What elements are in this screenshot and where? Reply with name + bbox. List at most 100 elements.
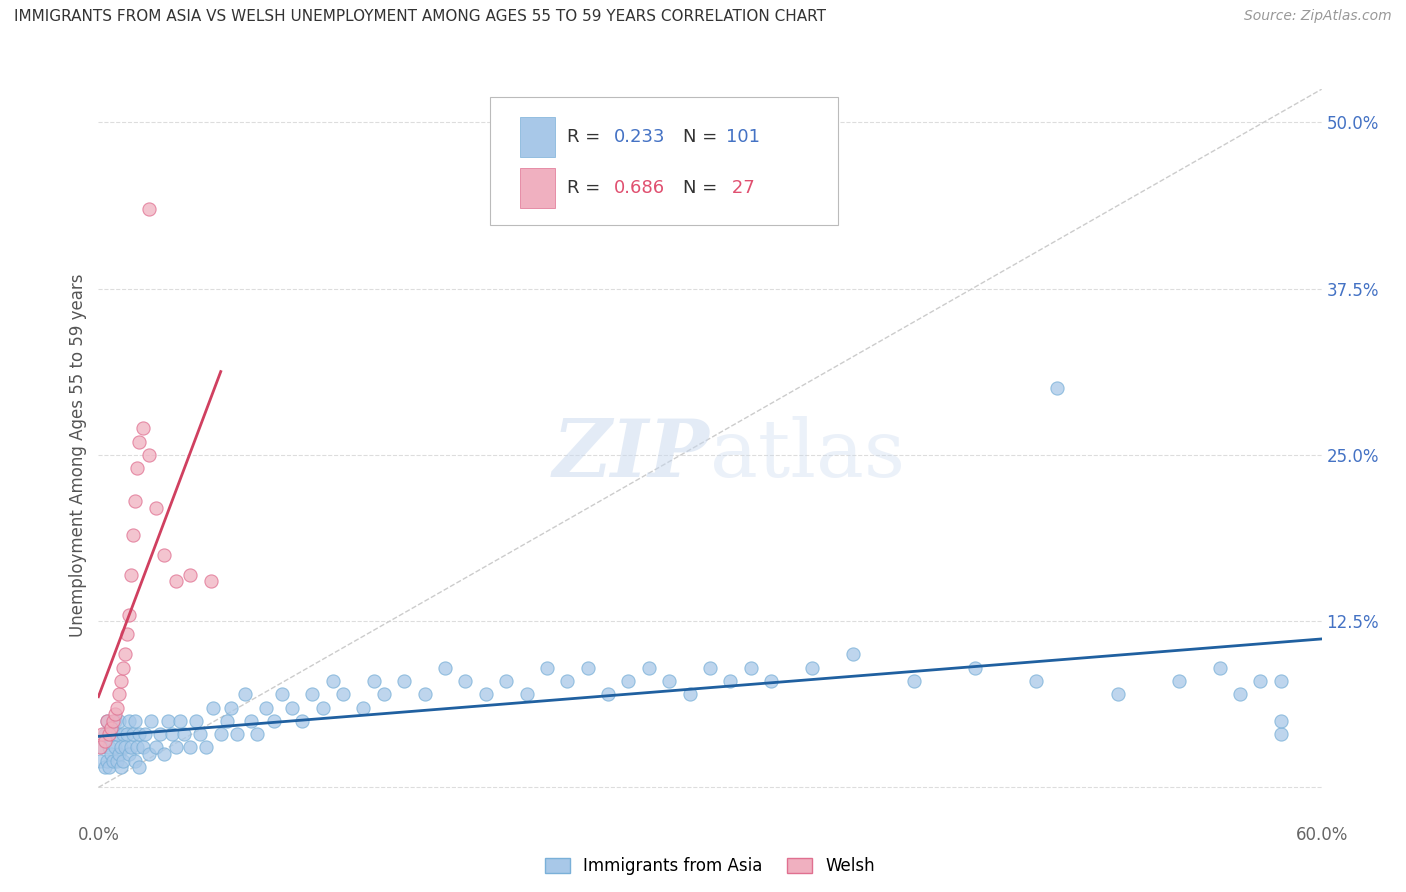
- Point: [120, 740, 142, 755]
- Point: [120, 567, 142, 582]
- Point: [454, 673, 477, 688]
- Point: [301, 687, 323, 701]
- Point: [965, 661, 987, 675]
- Point: [761, 673, 783, 688]
- Point: [195, 740, 218, 755]
- Point: [97, 727, 120, 741]
- Point: [392, 673, 416, 688]
- Point: [138, 202, 160, 216]
- Point: [115, 627, 138, 641]
- Point: [434, 661, 457, 675]
- Point: [93, 727, 115, 741]
- Point: [617, 673, 640, 688]
- Point: [96, 754, 118, 768]
- Point: [1025, 673, 1047, 688]
- Point: [270, 687, 294, 701]
- Point: [152, 548, 174, 562]
- Point: [679, 687, 702, 701]
- Point: [128, 727, 150, 741]
- Point: [801, 661, 824, 675]
- Point: [104, 740, 127, 755]
- Point: [188, 727, 212, 741]
- Text: 27: 27: [725, 179, 755, 197]
- Point: [352, 700, 374, 714]
- Point: [97, 760, 120, 774]
- Point: [134, 727, 156, 741]
- Point: [240, 714, 263, 728]
- Point: [114, 740, 136, 755]
- Point: [111, 754, 134, 768]
- Text: R =: R =: [567, 179, 606, 197]
- Point: [111, 727, 134, 741]
- Point: [254, 700, 277, 714]
- Point: [200, 574, 222, 589]
- Point: [1045, 381, 1069, 395]
- Y-axis label: Unemployment Among Ages 55 to 59 years: Unemployment Among Ages 55 to 59 years: [69, 273, 87, 637]
- Point: [110, 740, 132, 755]
- Text: atlas: atlas: [710, 416, 905, 494]
- Point: [104, 714, 127, 728]
- Point: [128, 434, 150, 449]
- Point: [127, 461, 149, 475]
- Point: [1270, 714, 1292, 728]
- Point: [263, 714, 285, 728]
- Point: [93, 734, 115, 748]
- Point: [91, 727, 114, 741]
- Bar: [520, 168, 555, 208]
- Point: [598, 687, 620, 701]
- Point: [132, 740, 155, 755]
- Point: [145, 501, 167, 516]
- Point: [156, 714, 179, 728]
- Point: [1107, 687, 1129, 701]
- Point: [516, 687, 538, 701]
- Point: [97, 740, 120, 755]
- Point: [91, 740, 114, 755]
- Text: 101: 101: [725, 128, 759, 145]
- Point: [165, 574, 187, 589]
- Text: Source: ZipAtlas.com: Source: ZipAtlas.com: [1244, 9, 1392, 23]
- Text: 0.686: 0.686: [613, 179, 665, 197]
- Point: [246, 727, 269, 741]
- Text: N =: N =: [683, 179, 723, 197]
- Point: [101, 714, 124, 728]
- Point: [699, 661, 721, 675]
- Point: [138, 747, 160, 761]
- Point: [101, 754, 124, 768]
- Point: [186, 714, 208, 728]
- Point: [141, 714, 163, 728]
- Point: [108, 687, 131, 701]
- Point: [1270, 727, 1292, 741]
- Point: [637, 661, 661, 675]
- Point: [1167, 673, 1189, 688]
- Point: [152, 747, 174, 761]
- Point: [841, 648, 863, 662]
- Point: [373, 687, 395, 701]
- Point: [127, 740, 149, 755]
- Point: [215, 714, 238, 728]
- Legend: Immigrants from Asia, Welsh: Immigrants from Asia, Welsh: [538, 850, 882, 882]
- Point: [118, 607, 141, 622]
- Point: [495, 673, 517, 688]
- Point: [132, 421, 155, 435]
- Point: [413, 687, 436, 701]
- Point: [291, 714, 314, 728]
- Point: [201, 700, 224, 714]
- Point: [105, 727, 128, 741]
- Point: [115, 727, 138, 741]
- Point: [110, 760, 132, 774]
- Point: [114, 648, 136, 662]
- Point: [105, 700, 128, 714]
- Point: [108, 714, 131, 728]
- Point: [118, 747, 141, 761]
- Point: [138, 448, 160, 462]
- Text: IMMIGRANTS FROM ASIA VS WELSH UNEMPLOYMENT AMONG AGES 55 TO 59 YEARS CORRELATION: IMMIGRANTS FROM ASIA VS WELSH UNEMPLOYME…: [14, 9, 827, 24]
- Point: [536, 661, 558, 675]
- Point: [474, 687, 498, 701]
- Point: [89, 754, 111, 768]
- Point: [149, 727, 172, 741]
- Point: [160, 727, 183, 741]
- Text: ZIP: ZIP: [553, 417, 710, 493]
- Point: [128, 760, 150, 774]
- FancyBboxPatch shape: [489, 96, 838, 225]
- Point: [322, 673, 344, 688]
